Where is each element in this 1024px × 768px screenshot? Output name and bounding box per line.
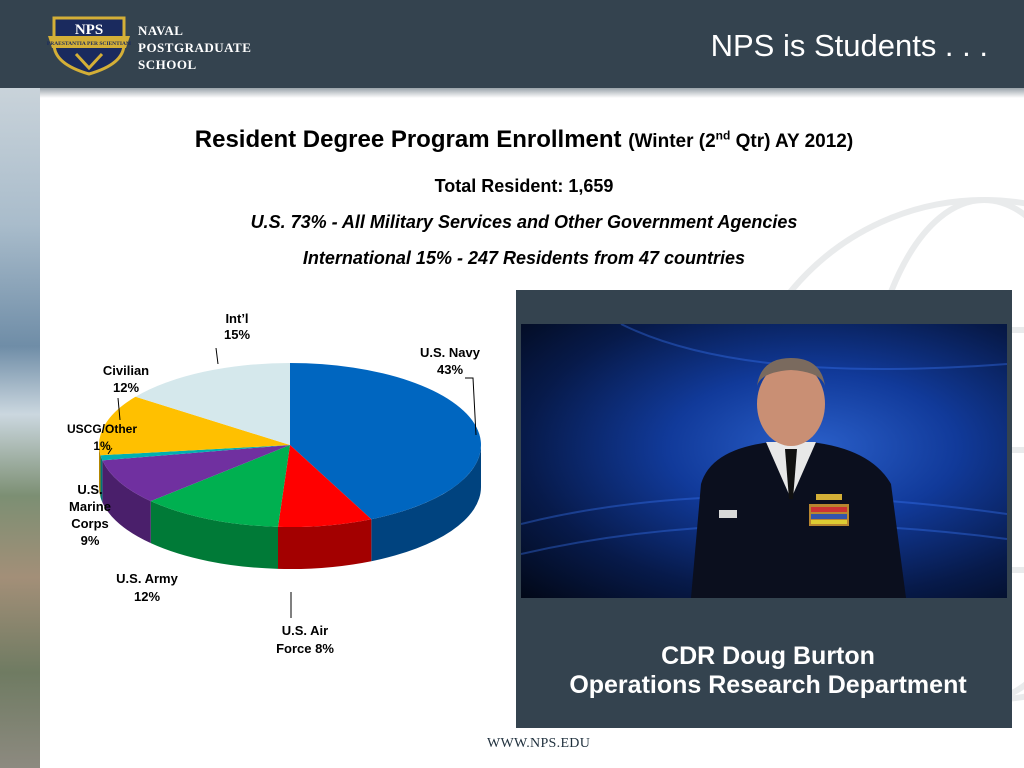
- chart-title-sub-post: Qtr) AY 2012): [730, 131, 854, 152]
- pie-label-airforce: U.S. Air Force 8%: [276, 623, 334, 656]
- logo-badge-text: NPS: [75, 22, 103, 38]
- leader-line-uscg: [107, 447, 113, 455]
- pie-label-uscg-line-0: USCG/Other: [67, 422, 137, 436]
- international-line: International 15% - 247 Residents from 4…: [302, 248, 746, 268]
- total-resident-line: Total Resident: 1,659: [434, 176, 614, 196]
- pie-label-airforce-line-0: U.S. Air: [282, 623, 328, 638]
- pie-slice-1: [278, 445, 372, 527]
- pie-label-marines-line-1: Marine: [69, 499, 111, 514]
- logo-wordmark: NAVAL POSTGRADUATE SCHOOL: [138, 22, 251, 73]
- pie-label-navy-line-0: U.S. Navy: [420, 345, 481, 360]
- pie-label-civilian-line-0: Civilian: [103, 363, 149, 378]
- pie-slice-6: [135, 363, 290, 445]
- officer-portrait-image: [521, 324, 1007, 598]
- nps-logo[interactable]: NPS PRAESTANTIA PER SCIENTIAM: [46, 14, 132, 76]
- pie-label-marines-line-0: U.S.: [77, 482, 102, 497]
- pie-label-airforce-line-1: Force 8%: [276, 641, 334, 656]
- chart-title-main: Resident Degree Program Enrollment: [194, 126, 622, 153]
- pie-slice-side-3: [102, 460, 151, 544]
- photo-caption: CDR Doug Burton Operations Research Depa…: [516, 642, 1020, 700]
- pie-label-army-line-0: U.S. Army: [116, 571, 178, 586]
- logo-line-1: NAVAL: [138, 23, 184, 38]
- leader-line-civilian: [117, 397, 121, 421]
- left-photo-strip: [0, 88, 40, 768]
- pie-slice-side-4: [100, 455, 103, 503]
- pie-slice-3: [102, 445, 290, 502]
- chart-title-sub-sup: nd: [715, 128, 731, 143]
- pie-tops: [99, 363, 481, 527]
- enrollment-pie-chart: Int’l 15% U.S. Navy 43% Civilian 12% USCG/Othe…: [67, 311, 481, 656]
- logo-motto-text: PRAESTANTIA PER SCIENTIAM: [47, 41, 132, 47]
- pie-slice-4: [100, 445, 290, 461]
- pie-label-civilian: Civilian 12%: [103, 363, 149, 395]
- leader-line-intl: [215, 347, 219, 365]
- pie-label-uscg: USCG/Other 1%: [67, 422, 137, 453]
- pie-slice-5: [99, 396, 290, 456]
- pie-label-army: U.S. Army 12%: [116, 571, 178, 604]
- pie-labels: Int’l 15% U.S. Navy 43% Civilian 12% USCG/Othe…: [67, 311, 481, 656]
- nps-shield-icon: NPS PRAESTANTIA PER SCIENTIAM: [47, 16, 132, 76]
- chart-title-sub-pre: (Winter (2: [628, 131, 716, 152]
- pie-label-marines-line-3: 9%: [81, 533, 100, 548]
- chart-title: Resident Degree Program Enrollment (Wint…: [0, 126, 1024, 154]
- pie-leaders: [107, 347, 477, 618]
- logo-line-3: SCHOOL: [138, 57, 197, 72]
- pie-slice-side-5: [99, 445, 101, 498]
- pie-label-marines-line-2: Corps: [71, 516, 109, 531]
- pie-label-navy: U.S. Navy 43%: [420, 345, 481, 377]
- logo-line-2: POSTGRADUATE: [138, 40, 252, 55]
- caption-name: CDR Doug Burton: [661, 642, 875, 670]
- pie-label-marines: U.S. Marine Corps 9%: [69, 482, 111, 548]
- pie-label-intl: Int’l 15%: [224, 311, 250, 342]
- pie-slice-2: [150, 445, 290, 527]
- slide-title: NPS is Students . . .: [710, 28, 988, 63]
- chart-title-sub: (Winter (2nd Qtr) AY 2012): [628, 128, 854, 152]
- header-shadow: [0, 88, 1024, 98]
- pie-slice-side-1: [278, 519, 372, 569]
- pie-slice-side-2: [150, 501, 279, 569]
- pie-label-uscg-line-1: 1%: [93, 439, 111, 453]
- pie-label-intl-line-0: Int’l: [225, 311, 248, 326]
- pie-label-civilian-line-1: 12%: [113, 380, 139, 395]
- pie-slice-0: [290, 363, 481, 520]
- pie-label-navy-line-1: 43%: [437, 362, 463, 377]
- pie-label-intl-line-1: 15%: [224, 327, 250, 342]
- leader-line-navy: [465, 377, 477, 436]
- pie-sides: [99, 445, 481, 569]
- pie-label-army-line-1: 12%: [134, 589, 160, 604]
- header-bar: [0, 0, 1024, 88]
- caption-department: Operations Research Department: [569, 671, 967, 699]
- pie-slice-side-0: [371, 445, 481, 562]
- portrait-video[interactable]: [521, 324, 1007, 598]
- us-line: U.S. 73% - All Military Services and Oth…: [250, 212, 798, 232]
- footer-url[interactable]: WWW.NPS.EDU: [487, 736, 591, 751]
